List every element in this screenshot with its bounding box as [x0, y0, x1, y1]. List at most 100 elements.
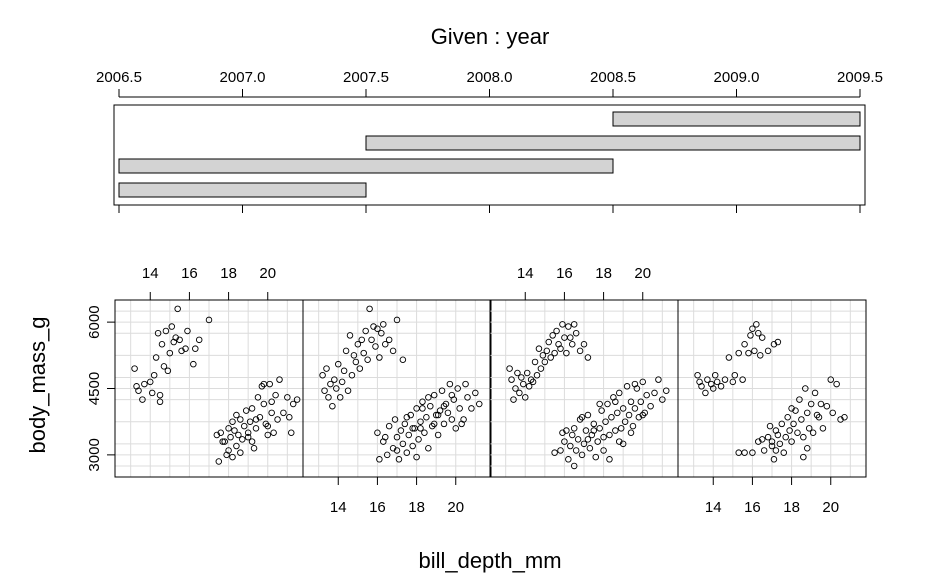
data-point: [168, 323, 176, 330]
data-point: [627, 398, 635, 406]
data-point: [702, 389, 709, 397]
x-tick-label: 20: [634, 265, 651, 282]
data-point: [350, 352, 358, 359]
data-point: [376, 354, 383, 361]
data-point: [798, 416, 805, 423]
data-point: [219, 438, 226, 445]
given-tick-label: 2008.5: [590, 69, 636, 86]
x-tick-label: 16: [181, 265, 198, 282]
data-point: [735, 349, 742, 357]
data-point: [627, 429, 635, 437]
data-point: [231, 427, 238, 434]
x-tick-label: 16: [556, 265, 573, 282]
data-point: [237, 416, 244, 423]
data-point: [576, 347, 584, 355]
data-point: [158, 341, 166, 348]
data-point: [425, 444, 432, 452]
panel-frame: [677, 299, 867, 478]
data-point: [476, 400, 483, 408]
data-point: [356, 365, 364, 372]
scatter-panel: [489, 299, 679, 478]
data-point: [749, 325, 756, 333]
data-point: [559, 321, 566, 328]
x-tick-label: 18: [220, 265, 237, 282]
data-point: [594, 438, 601, 445]
data-point: [131, 365, 138, 372]
data-point: [374, 429, 381, 437]
data-point: [514, 369, 521, 377]
data-point: [135, 387, 142, 394]
data-point: [415, 436, 422, 443]
data-point: [760, 447, 768, 454]
data-point: [280, 409, 287, 417]
data-point: [553, 327, 560, 335]
data-point: [510, 396, 517, 403]
data-point: [551, 349, 558, 357]
data-point: [340, 367, 348, 375]
data-point: [252, 425, 260, 432]
data-point: [434, 411, 442, 419]
data-point: [395, 456, 403, 463]
data-point: [580, 440, 588, 448]
data-point: [755, 329, 762, 337]
data-point: [244, 429, 252, 437]
data-point: [393, 316, 401, 324]
data-point: [429, 422, 436, 430]
given-interval-bar: [365, 135, 861, 151]
data-point: [419, 405, 426, 412]
data-point: [221, 438, 228, 445]
data-point: [258, 383, 266, 390]
data-point: [786, 427, 793, 434]
data-point: [409, 425, 416, 432]
data-point: [148, 389, 156, 397]
data-point: [819, 425, 827, 432]
data-point: [160, 363, 168, 370]
data-point: [800, 433, 807, 441]
data-point: [346, 332, 354, 339]
data-point: [403, 414, 411, 421]
data-point: [293, 396, 301, 403]
data-point: [205, 316, 213, 324]
data-point: [698, 383, 705, 390]
data-point: [774, 338, 782, 346]
data-point: [325, 394, 332, 401]
data-point: [225, 425, 232, 432]
data-point: [472, 389, 479, 397]
data-point: [382, 341, 389, 348]
data-point: [829, 409, 836, 417]
data-point: [841, 414, 848, 421]
data-point: [531, 358, 539, 366]
data-point: [321, 387, 328, 394]
data-point: [335, 360, 342, 368]
data-point: [229, 453, 236, 461]
y-tick-label: 3000: [86, 438, 103, 471]
data-point: [766, 422, 774, 430]
data-point: [520, 380, 527, 388]
data-point: [368, 336, 375, 344]
given-tick-label: 2008.0: [467, 69, 513, 86]
data-point: [252, 416, 260, 423]
data-point: [598, 407, 605, 414]
data-point: [747, 332, 754, 339]
x-tick-label: 20: [447, 499, 464, 516]
data-point: [421, 429, 428, 437]
data-point: [804, 444, 811, 452]
data-point: [164, 367, 172, 375]
data-point: [156, 391, 164, 399]
data-point: [631, 405, 639, 412]
data-point: [600, 447, 607, 454]
data-point: [578, 451, 586, 459]
data-point: [731, 371, 739, 379]
data-point: [745, 349, 752, 357]
data-point: [741, 341, 748, 348]
data-point: [391, 416, 399, 423]
given-tick-label: 2009.5: [837, 69, 883, 86]
data-point: [460, 416, 467, 423]
data-point: [602, 418, 609, 425]
data-point: [570, 321, 578, 328]
data-point: [229, 418, 236, 425]
data-point: [663, 387, 670, 394]
x-tick-label: 20: [822, 499, 839, 516]
data-point: [385, 422, 393, 430]
data-point: [639, 411, 647, 419]
